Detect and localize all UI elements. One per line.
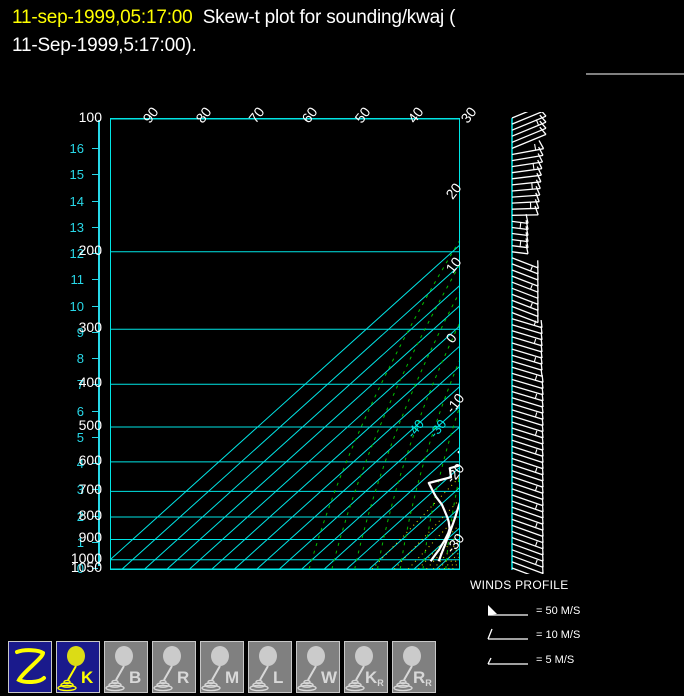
height-tick-label: 7 — [76, 377, 84, 393]
svg-text:-40: -40 — [404, 416, 427, 440]
title-timestamp: 11-sep-1999,05:17:00 — [12, 7, 193, 28]
height-tick — [92, 358, 98, 360]
winds-legend-item: = 50 M/S — [484, 604, 580, 618]
toolbar-button-sublabel: R — [377, 678, 384, 688]
height-tick — [92, 410, 98, 412]
height-tick — [92, 541, 98, 543]
wind-barb-icon — [487, 657, 528, 665]
toolbar: K B R M L W KR RR — [8, 641, 436, 693]
k-button[interactable]: K — [56, 641, 100, 693]
height-tick-label: 10 — [69, 298, 84, 314]
height-tick-label: 5 — [76, 429, 84, 445]
height-tick-label: 11 — [70, 272, 85, 288]
height-tick-label: 13 — [69, 219, 84, 235]
height-tick — [92, 436, 98, 438]
pressure-tick-label: 400 — [78, 374, 102, 391]
balloon-icon — [297, 646, 325, 692]
height-tick-label: 0 — [76, 561, 84, 576]
height-tick-label: 12 — [69, 246, 84, 262]
height-tick — [92, 226, 98, 228]
balloon-icon — [153, 646, 181, 692]
winds-legend-label: = 5 M/S — [536, 653, 575, 666]
height-axis-line — [98, 120, 100, 566]
winds-profile-plot — [470, 112, 600, 574]
height-tick — [92, 515, 98, 517]
m-button[interactable]: M — [200, 641, 244, 693]
l-button[interactable]: L — [248, 641, 292, 693]
height-tick-label: 14 — [69, 193, 84, 209]
height-tick — [92, 384, 98, 386]
height-tick-label: 1 — [76, 534, 84, 550]
height-tick — [92, 253, 98, 255]
height-tick — [92, 568, 98, 569]
height-tick — [92, 200, 98, 202]
w-button[interactable]: W — [296, 641, 340, 693]
balloon-icon — [249, 646, 277, 692]
wind-barb-icon — [488, 605, 528, 616]
toolbar-button-sublabel: R — [425, 678, 432, 688]
winds-legend-item: = 5 M/S — [484, 653, 574, 667]
pressure-tick-label: 800 — [78, 506, 102, 523]
balloon-icon — [105, 646, 133, 692]
title-text-line2: 11-Sep-1999,5:17:00). — [12, 35, 197, 56]
height-tick-label: 15 — [69, 167, 84, 183]
kr-button[interactable]: KR — [344, 641, 388, 693]
pressure-tick-label: 900 — [78, 529, 102, 546]
winds-legend-label: = 10 M/S — [536, 628, 581, 641]
pressure-tick-label: 200 — [78, 241, 102, 258]
page-title: 11-sep-1999,05:17:00 Skew-t plot for sou… — [12, 4, 672, 60]
height-tick-label: 8 — [76, 351, 84, 367]
b-button[interactable]: B — [104, 641, 148, 693]
r-button[interactable]: R — [152, 641, 196, 693]
skewt-canvas: -30-40 — [111, 119, 459, 569]
toolbar-button-label: L — [273, 668, 284, 687]
balloon-icon — [345, 646, 373, 692]
toolbar-button-label: W — [321, 668, 338, 687]
svg-text:-30: -30 — [426, 416, 449, 440]
toolbar-button-label: B — [129, 668, 142, 687]
pressure-tick-label: 600 — [78, 451, 102, 468]
height-tick-label: 3 — [76, 482, 84, 498]
balloon-icon — [201, 646, 229, 692]
winds-canvas — [511, 112, 547, 574]
winds-legend-label: = 50 M/S — [536, 604, 581, 617]
height-tick-label: 9 — [76, 324, 84, 340]
height-tick — [92, 279, 98, 281]
winds-legend-item: = 10 M/S — [484, 628, 580, 642]
title-text: Skew-t plot for sounding/kwaj ( — [192, 7, 456, 28]
pressure-tick-label: 1000 — [70, 549, 102, 566]
height-tick-label: 2 — [76, 508, 84, 524]
rr-button[interactable]: RR — [392, 641, 436, 693]
height-tick-label: 4 — [76, 456, 84, 472]
height-tick — [92, 174, 98, 176]
z-icon — [15, 648, 46, 685]
height-tick-label: 6 — [76, 403, 84, 419]
toolbar-button-label: M — [225, 668, 240, 687]
skewt-plot: -30 -40 — [110, 118, 460, 570]
toolbar-button-label: KR — [365, 668, 384, 688]
pressure-tick-label: 100 — [78, 109, 102, 125]
balloon-icon — [393, 646, 421, 692]
wind-barb-icon — [487, 628, 528, 640]
z-button[interactable] — [8, 641, 52, 693]
height-tick — [92, 331, 98, 333]
pressure-tick-label: 300 — [78, 319, 102, 336]
toolbar-button-label: RR — [413, 668, 432, 688]
pressure-tick-label: 1050 — [70, 559, 102, 575]
toolbar-button-label: R — [177, 668, 190, 687]
balloon-icon — [57, 646, 85, 692]
pressure-tick-label: 500 — [78, 417, 102, 433]
height-tick — [92, 489, 98, 491]
height-tick-label: 16 — [69, 141, 84, 157]
pressure-tick-label: 700 — [78, 481, 102, 498]
header-divider — [586, 73, 684, 75]
height-tick — [92, 148, 98, 150]
height-tick — [92, 305, 98, 307]
height-tick — [92, 463, 98, 465]
toolbar-button-label: K — [81, 668, 94, 687]
winds-profile-title: WINDS PROFILE — [470, 578, 569, 592]
